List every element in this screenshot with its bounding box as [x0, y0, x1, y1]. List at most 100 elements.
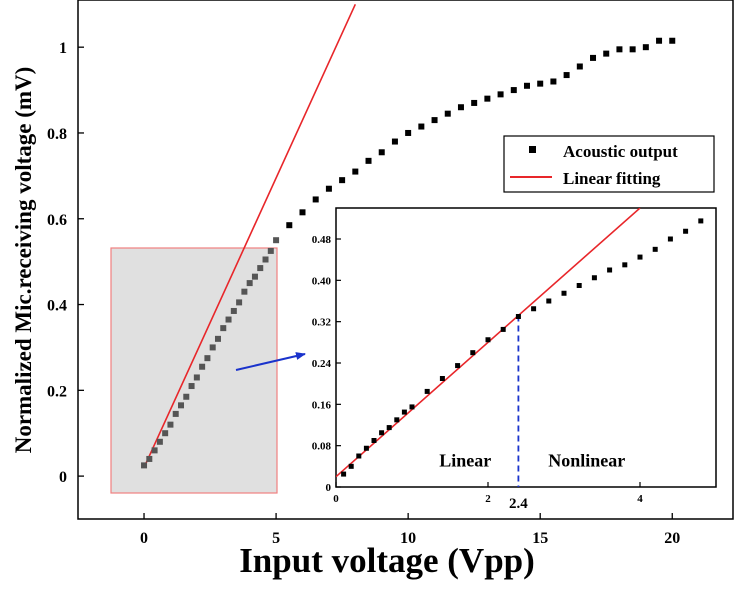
- main-data-point: [378, 149, 385, 156]
- main-x-tick-label: 15: [532, 530, 548, 547]
- main-data-point: [141, 462, 148, 469]
- main-data-point: [167, 421, 174, 428]
- main-data-point: [312, 196, 319, 203]
- annotation-threshold-value: 2.4: [509, 496, 528, 512]
- main-data-point: [246, 280, 253, 287]
- inset-data-point: [470, 350, 476, 356]
- main-data-point: [178, 402, 185, 409]
- main-data-point: [325, 185, 332, 192]
- main-data-point: [339, 177, 346, 184]
- legend: Acoustic output Linear fitting: [503, 135, 715, 193]
- legend-box: [503, 135, 715, 193]
- inset-y-tick-label: 0.32: [312, 317, 332, 329]
- inset-y-tick-label: 0.24: [312, 358, 332, 370]
- inset-data-point: [348, 463, 354, 469]
- main-data-point: [230, 307, 237, 314]
- inset-y-tick-label: 0.48: [312, 234, 332, 246]
- main-data-point: [405, 129, 412, 136]
- inset-data-point: [622, 262, 628, 268]
- main-data-point: [204, 355, 211, 362]
- main-data-point: [214, 335, 221, 342]
- legend-label-linear-fitting: Linear fitting: [563, 169, 661, 188]
- inset-data-point: [485, 337, 491, 343]
- main-data-point: [523, 82, 530, 89]
- x-axis-label: Input voltage (Vpp): [239, 541, 535, 580]
- main-plot-frame: [77, 0, 734, 520]
- main-data-point: [603, 50, 610, 57]
- inset-data-points: [341, 218, 704, 477]
- inset-data-point: [356, 453, 362, 459]
- inset-data-point: [576, 283, 582, 288]
- main-data-point: [156, 438, 163, 445]
- legend-marker-acoustic-output: [529, 146, 536, 153]
- main-y-ticks: 0 0.2 0.4 0.6 0.8 1: [47, 40, 84, 486]
- main-data-point: [418, 123, 425, 130]
- main-data-point: [576, 63, 583, 70]
- inset-y-tick-label: 0: [326, 482, 332, 494]
- inset-data-point: [683, 228, 689, 234]
- inset-y-tick-label: 0.16: [312, 399, 332, 411]
- inset-data-point: [607, 267, 613, 273]
- main-x-tick-label: 20: [664, 530, 680, 547]
- inset-plot: 0 0.08 0.16 0.24 0.32 0.40 0.48 0 2 4 Linear Non…: [312, 207, 717, 512]
- main-plot: 00.20.40.60.81 0 5 10 15 20: [47, 0, 734, 547]
- inset-x-ticks: 0 2 4: [333, 482, 643, 505]
- inset-data-point: [341, 471, 347, 477]
- main-data-point: [431, 117, 438, 124]
- inset-data-point: [591, 275, 597, 281]
- main-data-point: [146, 455, 153, 462]
- main-data-point: [299, 209, 306, 216]
- y-axis-label: Normalized Mic.receiving voltage (mV): [11, 67, 36, 454]
- main-data-point: [286, 222, 293, 229]
- main-data-point: [590, 54, 597, 61]
- main-y-tick-label: 0.4: [47, 298, 67, 315]
- main-data-point: [251, 273, 258, 280]
- inset-data-point: [546, 298, 552, 304]
- main-data-point: [656, 37, 663, 44]
- main-data-point: [188, 383, 195, 390]
- main-x-tick-label: 10: [400, 530, 416, 547]
- inset-data-point: [363, 445, 369, 451]
- main-data-point: [510, 87, 517, 94]
- main-y-tick-label: 0.8: [47, 126, 67, 143]
- main-data-point: [444, 110, 451, 117]
- main-data-point: [563, 72, 570, 79]
- main-linear-fit-line: [143, 3, 357, 468]
- main-data-point: [669, 37, 676, 44]
- inset-data-point: [439, 376, 445, 381]
- main-data-point: [273, 237, 280, 244]
- inset-x-tick-label: 0: [333, 493, 339, 505]
- inset-data-point: [379, 430, 385, 436]
- inset-data-point: [652, 246, 658, 252]
- main-data-point: [257, 265, 264, 272]
- inset-data-point: [394, 417, 400, 423]
- inset-data-point: [637, 254, 643, 260]
- main-y-tick-label: 1: [59, 40, 67, 57]
- inset-data-point: [500, 326, 506, 332]
- main-data-point: [471, 99, 478, 106]
- main-data-point: [199, 363, 206, 370]
- inset-data-point: [409, 404, 415, 410]
- main-data-point: [629, 46, 636, 53]
- main-data-point: [209, 344, 216, 351]
- main-data-point: [151, 447, 158, 454]
- main-x-tick-label: 0: [140, 530, 148, 547]
- main-data-point: [642, 44, 649, 51]
- main-data-point: [183, 393, 190, 400]
- inset-x-tick-label: 4: [637, 493, 643, 505]
- inset-linear-fit-line: [336, 208, 641, 478]
- main-data-point: [352, 168, 359, 175]
- inset-data-point: [386, 425, 392, 431]
- main-data-point: [172, 410, 179, 417]
- legend-label-acoustic-output: Acoustic output: [563, 142, 678, 161]
- main-data-point: [550, 78, 557, 85]
- zoom-region-box: [110, 247, 278, 494]
- main-data-point: [193, 374, 200, 381]
- main-data-points: [141, 37, 676, 469]
- inset-data-point: [401, 409, 407, 415]
- main-x-ticks: 0 5 10 15 20: [140, 513, 680, 547]
- main-data-point: [225, 316, 232, 323]
- inset-data-point: [515, 314, 521, 319]
- main-y-tick-label: 0.6: [47, 212, 67, 229]
- inset-data-point: [561, 290, 567, 296]
